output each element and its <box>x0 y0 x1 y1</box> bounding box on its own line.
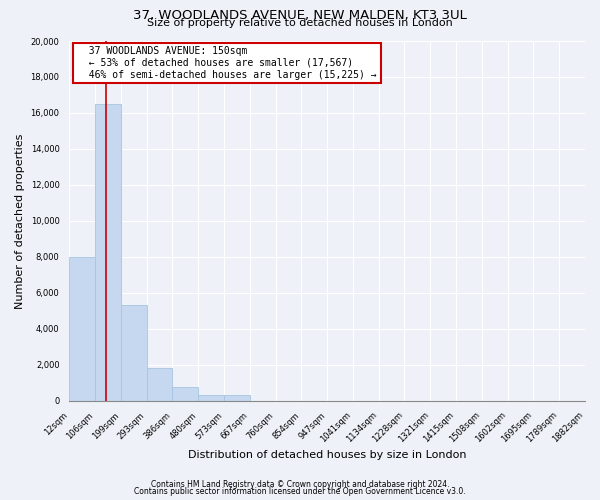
Bar <box>95 104 121 401</box>
Text: Contains public sector information licensed under the Open Government Licence v3: Contains public sector information licen… <box>134 487 466 496</box>
Text: 37, WOODLANDS AVENUE, NEW MALDEN, KT3 3UL: 37, WOODLANDS AVENUE, NEW MALDEN, KT3 3U… <box>133 9 467 22</box>
Text: Contains HM Land Registry data © Crown copyright and database right 2024.: Contains HM Land Registry data © Crown c… <box>151 480 449 489</box>
Bar <box>224 396 250 400</box>
Bar <box>172 387 198 400</box>
Text: 37 WOODLANDS AVENUE: 150sqm
  ← 53% of detached houses are smaller (17,567)
  46: 37 WOODLANDS AVENUE: 150sqm ← 53% of det… <box>77 46 377 80</box>
Bar <box>146 368 172 400</box>
Bar <box>69 257 95 400</box>
Bar <box>121 306 146 400</box>
Y-axis label: Number of detached properties: Number of detached properties <box>15 133 25 308</box>
Bar <box>198 396 224 400</box>
X-axis label: Distribution of detached houses by size in London: Distribution of detached houses by size … <box>188 450 466 460</box>
Text: Size of property relative to detached houses in London: Size of property relative to detached ho… <box>147 18 453 28</box>
